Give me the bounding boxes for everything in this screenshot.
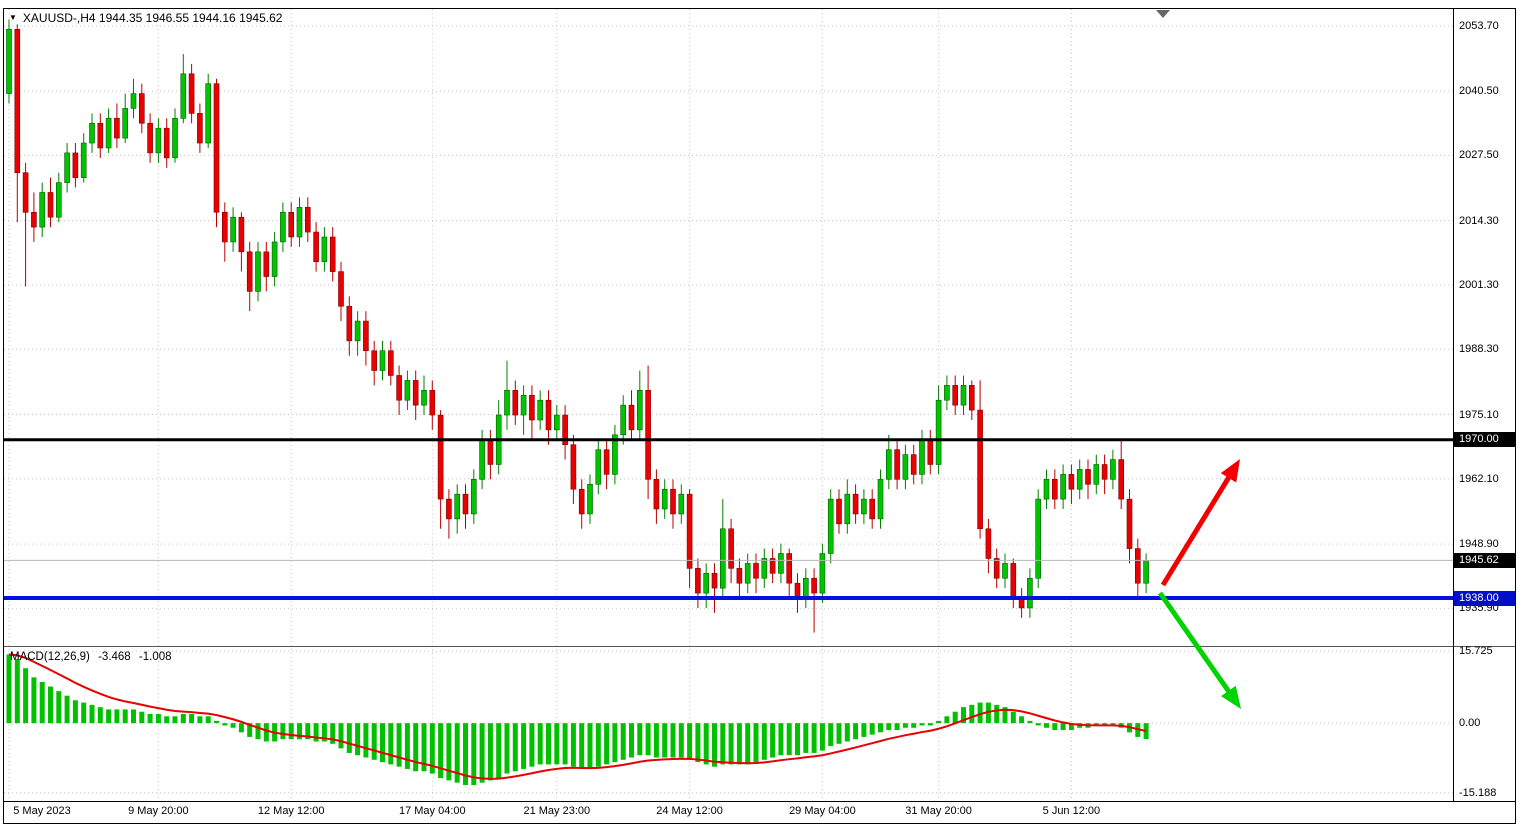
macd-main-value: -3.468 — [98, 651, 131, 663]
macd-indicator-label: MACD(12,26,9) -3.468 -1.008 — [10, 651, 177, 663]
time-label: 5 May 2023 — [13, 805, 71, 817]
candles-layer — [6, 19, 1149, 633]
price-tick-label: 1988.30 — [1459, 343, 1499, 356]
time-label: 21 May 23:00 — [523, 805, 591, 817]
chart-shift-marker[interactable] — [1156, 10, 1170, 18]
bearish-arrow[interactable] — [1157, 591, 1241, 709]
macd-signal-value: -1.008 — [138, 651, 172, 663]
chart-plot[interactable] — [4, 9, 1515, 823]
macd-histogram — [6, 654, 1149, 785]
price-tag-1938.00: 1938.00 — [1454, 590, 1515, 606]
time-label: 12 May 12:00 — [257, 805, 325, 817]
time-label: 5 Jun 12:00 — [1042, 805, 1101, 817]
title-dropdown-icon[interactable]: ▼ — [9, 13, 17, 22]
price-tag-1970.00: 1970.00 — [1454, 432, 1515, 448]
time-label: 24 May 12:00 — [656, 805, 723, 817]
price-tag-1945.62: 1945.62 — [1454, 552, 1515, 568]
price-tick-label: 2001.30 — [1459, 278, 1499, 291]
macd-signal-line[interactable] — [8, 653, 1147, 780]
price-tick-label: 2053.70 — [1459, 19, 1499, 32]
macd-tick-label: 15.725 — [1459, 645, 1493, 658]
chart-titlebar: ▼ XAUUSD-,H4 1944.35 1946.55 1944.16 194… — [9, 11, 282, 25]
time-label: 17 May 04:00 — [398, 805, 466, 817]
bullish-arrow[interactable] — [1160, 459, 1240, 587]
price-tick-label: 2040.50 — [1459, 85, 1499, 98]
price-tick-label: 2014.30 — [1459, 214, 1499, 227]
time-label: 9 May 20:00 — [128, 805, 189, 817]
price-tick-label: 1962.10 — [1459, 472, 1499, 485]
price-tick-label: 1975.10 — [1459, 408, 1499, 421]
price-tick-label: 1948.90 — [1459, 538, 1499, 551]
macd-tick-label: -15.188 — [1459, 786, 1497, 799]
chart-window[interactable]: ▼ XAUUSD-,H4 1944.35 1946.55 1944.16 194… — [3, 8, 1516, 824]
time-axis[interactable]: 5 May 2023 9 May 20:00 12 May 12:00 17 May … — [4, 801, 1515, 823]
macd-tick-label: 0.00 — [1459, 717, 1481, 730]
gridlines — [4, 9, 1453, 801]
price-axis[interactable]: 2053.70 2040.50 2027.50 2014.30 2001.30 1988.… — [1453, 9, 1515, 801]
time-label: 31 May 20:00 — [905, 805, 972, 817]
time-label: 29 May 04:00 — [789, 805, 856, 817]
macd-name: MACD(12,26,9) — [10, 651, 90, 663]
chart-title: XAUUSD-,H4 1944.35 1946.55 1944.16 1945.… — [22, 11, 283, 25]
price-tick-label: 2027.50 — [1459, 149, 1499, 162]
